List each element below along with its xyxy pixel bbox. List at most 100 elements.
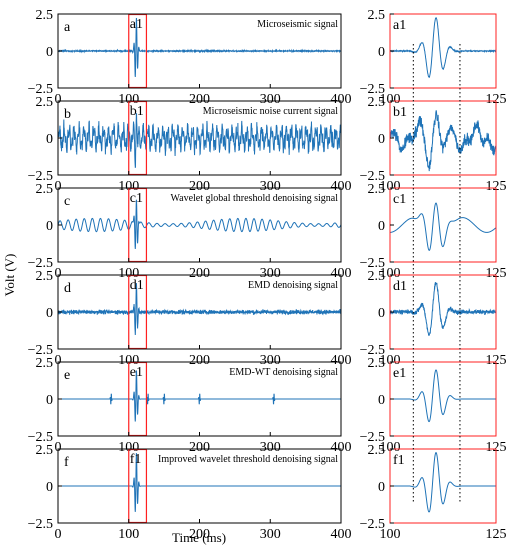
ytick-label: −2.5 (360, 256, 385, 271)
xtick-label: 400 (331, 266, 352, 281)
ytick-label: 2.5 (36, 443, 54, 458)
signal-line-a1 (389, 17, 497, 79)
ytick-label: −2.5 (28, 82, 53, 97)
xtick-label: 300 (260, 527, 281, 542)
signal-line-c1 (389, 202, 497, 251)
ytick-label: 0 (378, 480, 385, 495)
signal-line-f (58, 453, 341, 512)
panel-title-f: Improved wavelet threshold denoising sig… (158, 454, 338, 465)
ytick-label: −2.5 (360, 82, 385, 97)
xtick-label: 100 (380, 266, 401, 281)
y-axis-label: Volt (V) (2, 254, 17, 297)
xtick-label: 100 (380, 527, 401, 542)
xtick-label: 100 (380, 353, 401, 368)
ytick-label: 0 (46, 480, 53, 495)
highlight-label-c: c1 (130, 191, 143, 206)
xtick-label: 125 (486, 179, 507, 194)
panel-label-e1: e1 (393, 366, 406, 381)
ytick-label: 0 (378, 219, 385, 234)
panel-label-f1: f1 (393, 453, 405, 468)
ytick-label: 0 (46, 45, 53, 60)
xtick-label: 125 (486, 440, 507, 455)
xtick-label: 400 (331, 527, 352, 542)
signal-line-a (57, 17, 342, 78)
panel-label-e: e (64, 368, 70, 383)
panel-title-b: Microseismic noise current signal (203, 106, 338, 117)
ytick-label: −2.5 (28, 430, 53, 445)
xtick-label: 200 (189, 266, 210, 281)
zoom-guides (412, 44, 461, 503)
xtick-label: 200 (189, 353, 210, 368)
highlight-label-b: b1 (130, 104, 144, 119)
xtick-label: 100 (118, 440, 139, 455)
xtick-label: 400 (331, 353, 352, 368)
ytick-label: −2.5 (360, 169, 385, 184)
xtick-label: 125 (486, 527, 507, 542)
signal-line-b1 (389, 110, 497, 172)
ytick-label: −2.5 (28, 517, 53, 532)
ytick-label: 0 (378, 132, 385, 147)
panel-title-a: Microseismic signal (257, 19, 338, 30)
panel-title-d: EMD denoising signal (248, 280, 338, 291)
xtick-label: 300 (260, 92, 281, 107)
ytick-label: 2.5 (36, 95, 54, 110)
xtick-label: 400 (331, 179, 352, 194)
xtick-label: 0 (55, 179, 62, 194)
ytick-label: −2.5 (360, 430, 385, 445)
ytick-label: 2.5 (36, 269, 54, 284)
ytick-label: 0 (46, 132, 53, 147)
ytick-label: 2.5 (36, 182, 54, 197)
ytick-label: 0 (378, 45, 385, 60)
xtick-label: 100 (118, 266, 139, 281)
ytick-label: −2.5 (28, 256, 53, 271)
xtick-label: 125 (486, 353, 507, 368)
xtick-label: 0 (55, 440, 62, 455)
xtick-label: 200 (189, 92, 210, 107)
signal-line-e1 (390, 369, 496, 423)
signal-line-e (58, 370, 341, 422)
xtick-label: 100 (380, 92, 401, 107)
ytick-label: −2.5 (360, 517, 385, 532)
highlight-label-a: a1 (130, 17, 143, 32)
ytick-label: 0 (46, 219, 53, 234)
xtick-label: 100 (118, 353, 139, 368)
ytick-label: 2.5 (368, 269, 386, 284)
ytick-label: 2.5 (368, 182, 386, 197)
signal-line-f1 (390, 452, 496, 513)
xtick-label: 300 (260, 266, 281, 281)
ytick-label: −2.5 (360, 343, 385, 358)
highlight-label-f: f1 (130, 452, 142, 467)
panel-label-d1: d1 (393, 279, 407, 294)
xtick-label: 400 (331, 440, 352, 455)
xtick-label: 125 (486, 92, 507, 107)
panel-label-f: f (64, 455, 69, 470)
xtick-label: 0 (55, 527, 62, 542)
xtick-label: 0 (55, 92, 62, 107)
ytick-label: 0 (378, 393, 385, 408)
ytick-label: 0 (46, 306, 53, 321)
xtick-label: 100 (380, 179, 401, 194)
xtick-label: 400 (331, 92, 352, 107)
xtick-label: 200 (189, 527, 210, 542)
panel-label-a: a (64, 20, 71, 35)
ytick-label: −2.5 (28, 169, 53, 184)
ytick-label: 2.5 (368, 95, 386, 110)
panel-label-b1: b1 (393, 105, 407, 120)
ytick-label: −2.5 (28, 343, 53, 358)
panel-label-b: b (64, 107, 71, 122)
xtick-label: 125 (486, 266, 507, 281)
xtick-label: 200 (189, 440, 210, 455)
xtick-label: 300 (260, 179, 281, 194)
